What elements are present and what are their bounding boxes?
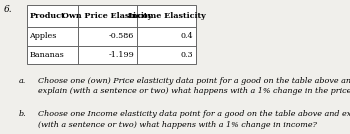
Text: Product: Product — [29, 12, 65, 20]
Text: a.: a. — [18, 77, 26, 85]
Text: Apples: Apples — [29, 32, 57, 40]
Text: -1.199: -1.199 — [108, 51, 134, 59]
Text: Own Price Elasticity: Own Price Elasticity — [63, 12, 153, 20]
Text: Choose one (own) Price elasticity data point for a good on the table above and
e: Choose one (own) Price elasticity data p… — [38, 77, 350, 96]
Text: Income Elasticity: Income Elasticity — [128, 12, 205, 20]
Text: b.: b. — [18, 110, 26, 118]
Text: Bananas: Bananas — [29, 51, 64, 59]
Bar — [27, 5, 196, 64]
Text: -0.586: -0.586 — [109, 32, 134, 40]
Text: 0.4: 0.4 — [181, 32, 193, 40]
Text: Choose one Income elasticity data point for a good on the table above and explai: Choose one Income elasticity data point … — [38, 110, 350, 129]
Text: 6.: 6. — [4, 5, 12, 14]
Text: 0.3: 0.3 — [181, 51, 193, 59]
